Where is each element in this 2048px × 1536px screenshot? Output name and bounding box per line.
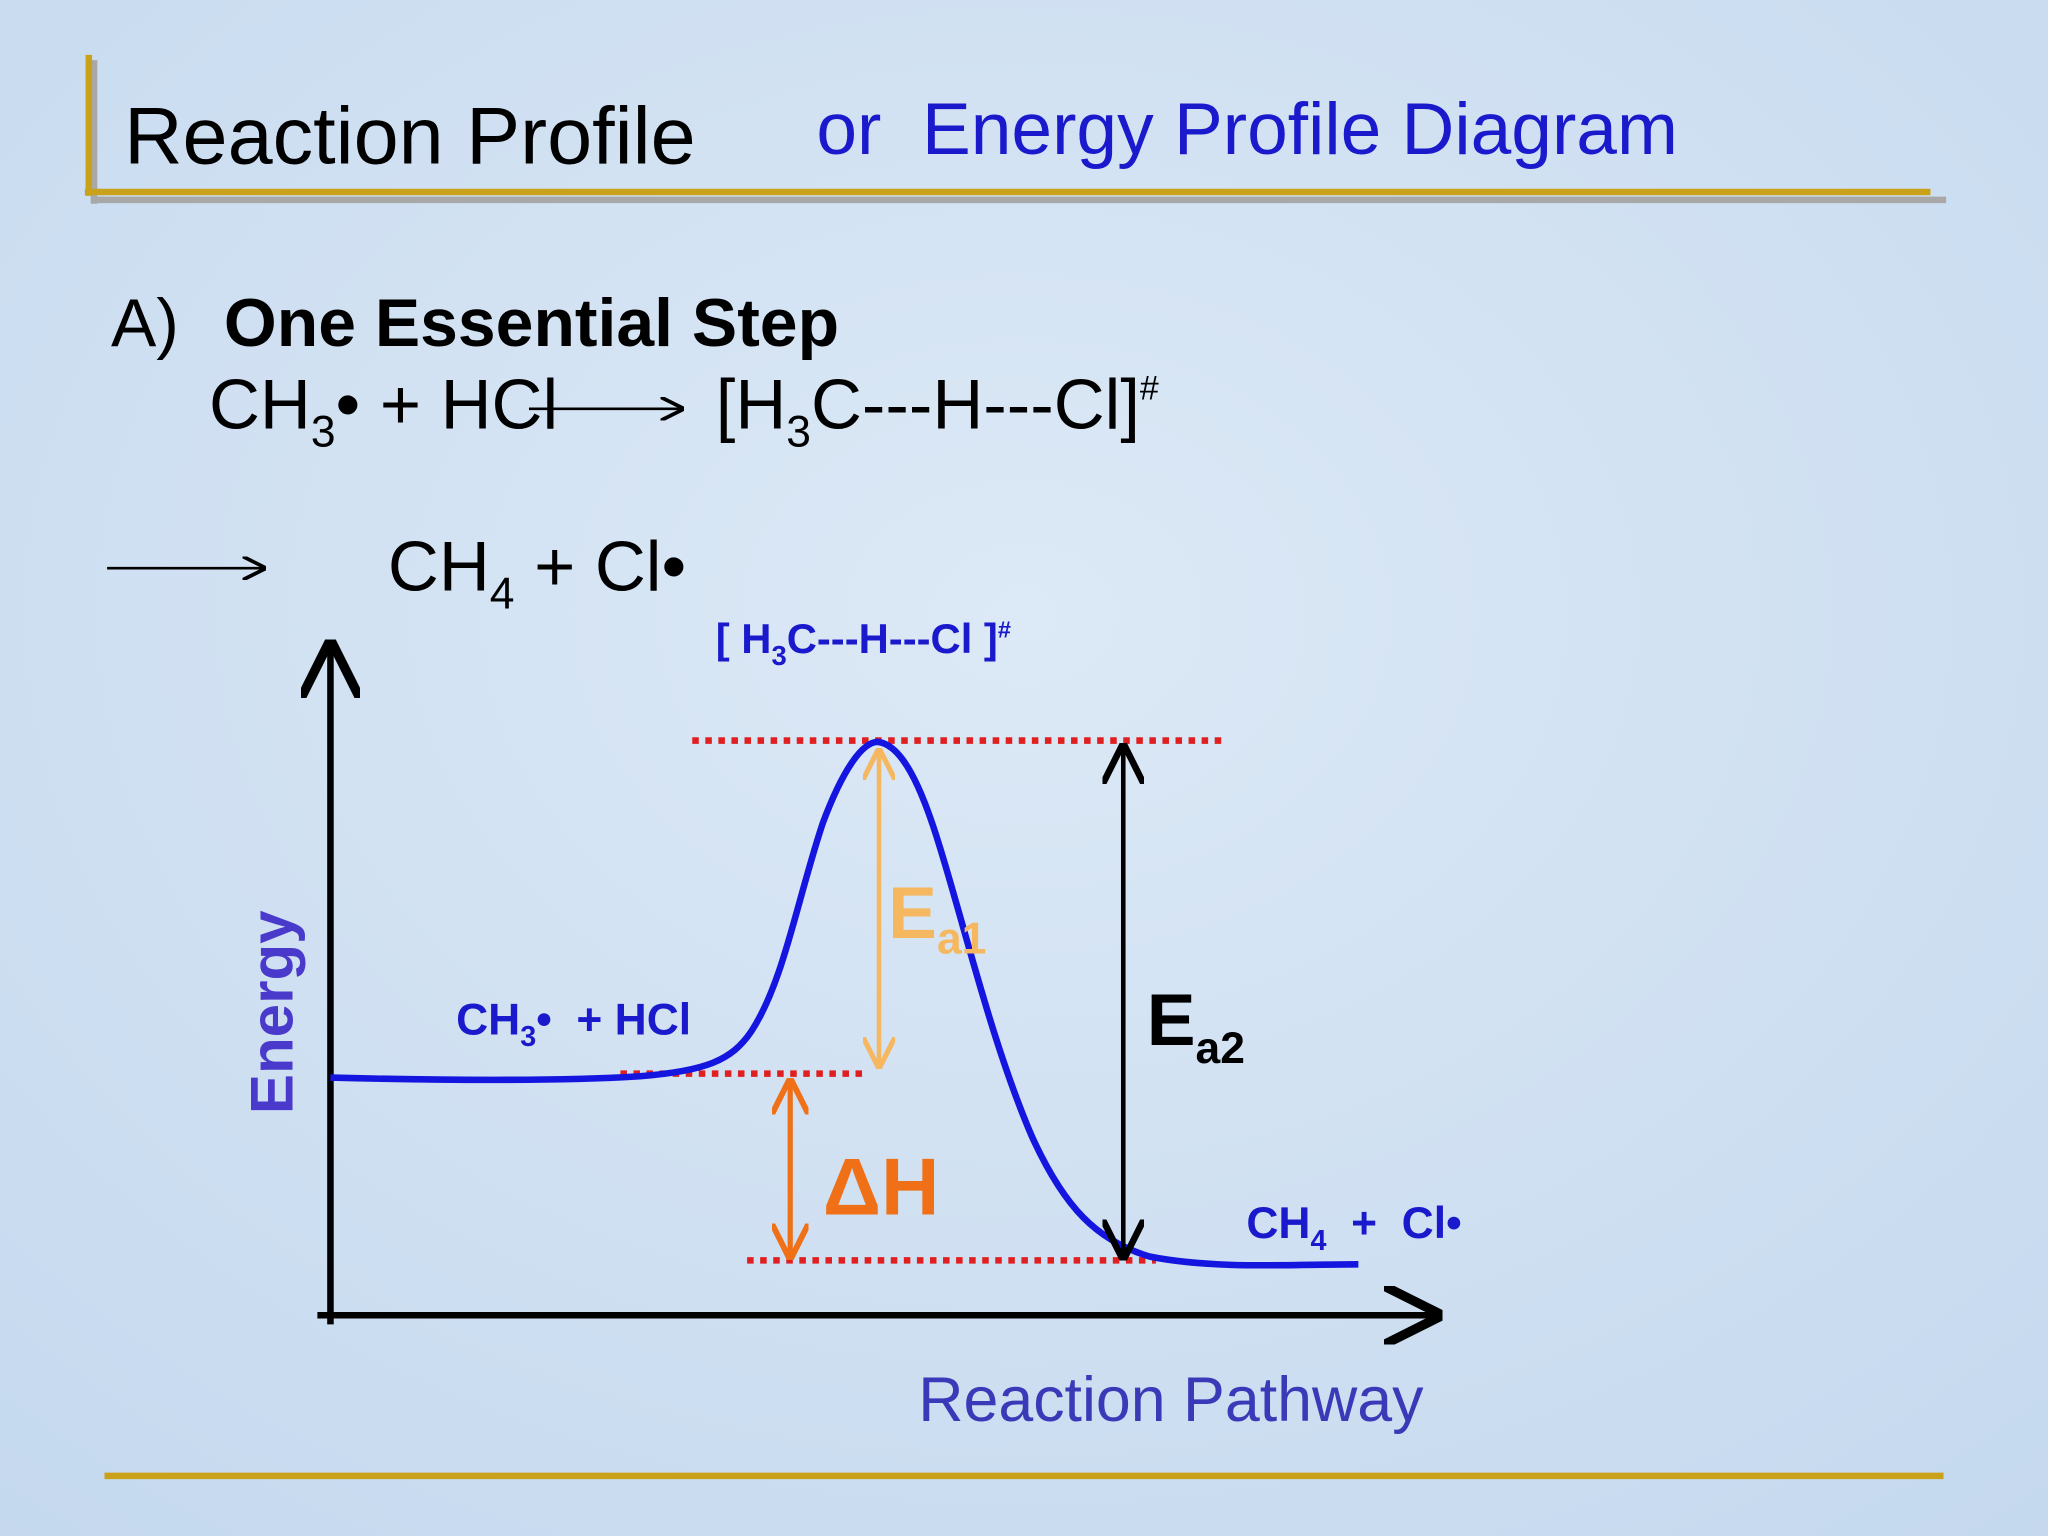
reactants-label: CH3• + HCl xyxy=(394,995,728,1053)
subscript: 4 xyxy=(1310,1225,1326,1257)
subscript: 3 xyxy=(771,640,786,671)
text: [ H xyxy=(716,615,772,662)
ea2-label: Ea2 xyxy=(1147,980,1245,1073)
superscript: # xyxy=(1140,370,1159,408)
text: C---H---Cl ] xyxy=(787,615,998,662)
text: + Cl• xyxy=(1326,1199,1461,1248)
section-letter: A) xyxy=(111,286,179,361)
text: C---H---Cl] xyxy=(811,364,1140,443)
equation-transition-state: [H3C---H---Cl]# xyxy=(716,364,1159,456)
text: + Cl• xyxy=(514,526,686,605)
superscript: # xyxy=(998,616,1011,642)
x-axis-label: Reaction Pathway xyxy=(918,1365,1424,1435)
text: CH xyxy=(209,364,311,443)
equation-products: CH4 + Cl• xyxy=(290,526,745,618)
text: CH xyxy=(388,526,490,605)
subscript: 3 xyxy=(520,1021,536,1053)
title: Reaction Profile xyxy=(124,91,696,181)
text: CH xyxy=(456,995,520,1044)
delta-h-label: ΔH xyxy=(823,1143,940,1233)
subscript: 3 xyxy=(311,408,336,457)
text: • + HCl xyxy=(336,364,559,443)
text: [H xyxy=(716,364,787,443)
products-label: CH4 + Cl• xyxy=(1185,1199,1499,1257)
equation-reactants: CH3• + HCl xyxy=(111,364,617,456)
y-axis-label: Energy xyxy=(239,910,306,1114)
transition-state-label: [ H3C---H---Cl ]# xyxy=(716,615,1011,671)
text: CH xyxy=(1246,1199,1310,1248)
ea1-label: Ea1 xyxy=(888,873,986,964)
text: E xyxy=(1147,980,1196,1061)
subscript: a2 xyxy=(1196,1024,1245,1073)
subscript: a1 xyxy=(937,914,986,963)
subscript: 4 xyxy=(490,570,515,619)
text: E xyxy=(888,873,937,954)
text: • + HCl xyxy=(536,995,691,1044)
section-label: A) One Essential Step xyxy=(111,286,839,361)
section-heading: One Essential Step xyxy=(224,286,839,361)
subscript: 3 xyxy=(786,408,811,457)
subtitle: or Energy Profile Diagram xyxy=(816,89,1678,170)
